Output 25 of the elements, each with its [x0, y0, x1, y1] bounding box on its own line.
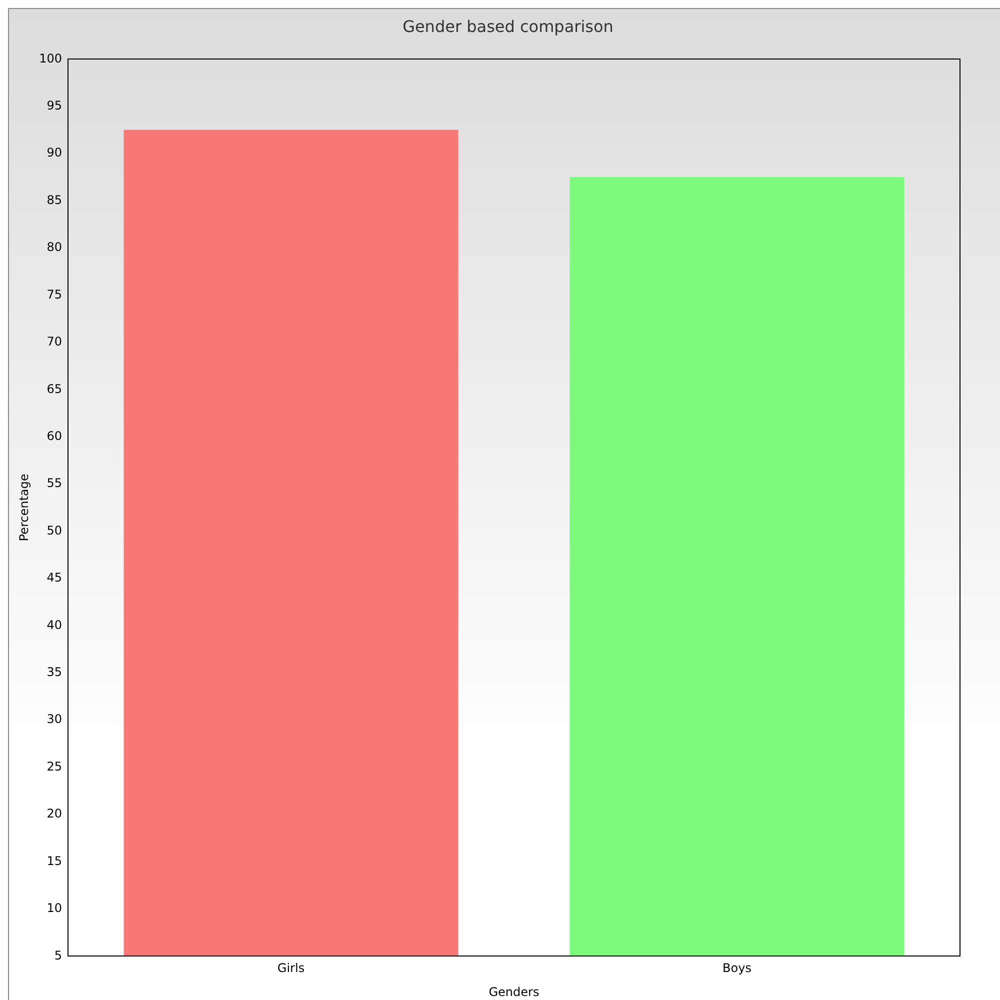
y-tick-label: 20	[46, 806, 62, 821]
y-tick-label: 5	[54, 948, 62, 962]
y-tick-label: 35	[46, 665, 62, 680]
y-tick-label: 90	[46, 146, 62, 160]
y-tick-label: 95	[46, 98, 62, 112]
y-axis-title: Percentage	[17, 474, 31, 542]
y-tick-label: 45	[46, 570, 62, 585]
y-tick-label: 15	[46, 854, 62, 868]
y-tick-label: 40	[46, 618, 62, 632]
y-tick-label: 75	[46, 287, 62, 302]
y-tick-label: 55	[46, 476, 62, 490]
y-tick-label: 85	[46, 192, 62, 207]
x-tick-label: Girls	[277, 961, 305, 975]
y-tick-label: 25	[46, 759, 62, 774]
y-tick-label: 30	[46, 712, 62, 726]
x-axis-title: Genders	[488, 985, 540, 999]
y-tick-label: 10	[46, 901, 62, 916]
x-tick-label: Boys	[722, 961, 752, 975]
y-tick-label: 70	[46, 334, 62, 349]
chart-title: Gender based comparison	[402, 17, 614, 36]
y-tick-label: 50	[46, 523, 62, 538]
y-tick-label: 60	[46, 428, 62, 443]
y-tick-label: 65	[46, 382, 62, 396]
y-tick-label: 100	[39, 51, 62, 66]
y-tick-label: 80	[46, 240, 62, 254]
